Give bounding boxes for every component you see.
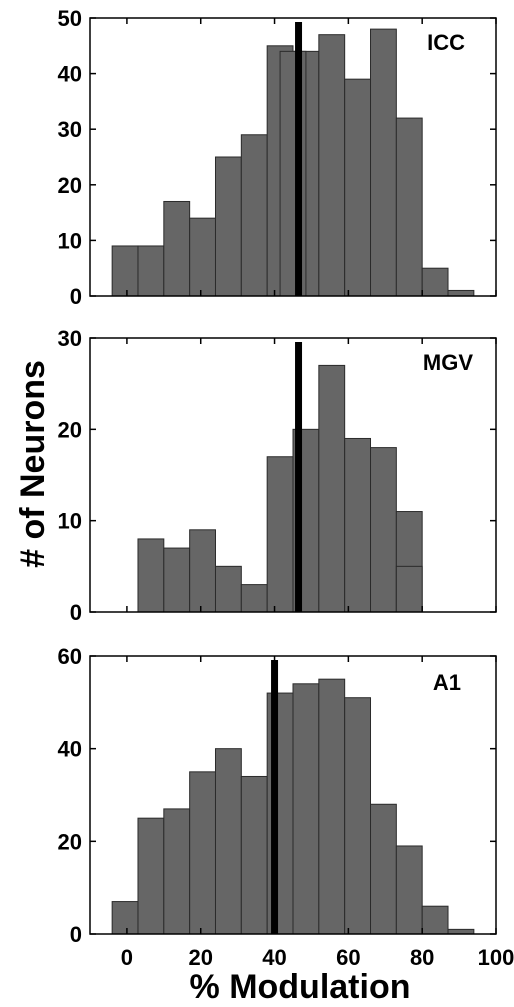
histogram-bar xyxy=(111,901,139,935)
histogram-bar xyxy=(421,905,449,935)
y-tick-label: 20 xyxy=(58,417,82,442)
x-tick-label: 40 xyxy=(262,945,286,970)
axes-frame xyxy=(89,337,497,613)
histogram-bar xyxy=(214,748,242,935)
histogram-bar xyxy=(189,771,216,935)
bars xyxy=(111,28,475,297)
histogram-bar xyxy=(137,538,165,613)
panel-a1: 0 20 40 60 0 20 40 60 80 100 A1 xyxy=(58,644,514,970)
histogram-bar xyxy=(214,565,242,613)
histogram-bar xyxy=(421,267,449,297)
histogram-bar xyxy=(370,803,397,935)
panel-mgv: 0 10 20 30 MGV xyxy=(58,326,497,625)
y-tick-label: 60 xyxy=(58,644,82,669)
histogram-bar xyxy=(395,565,423,613)
y-tick-label: 20 xyxy=(58,173,82,198)
x-tick-label: 0 xyxy=(121,945,133,970)
histogram-bar xyxy=(163,200,191,297)
x-tick-label: 100 xyxy=(478,945,514,970)
axes-frame xyxy=(89,17,497,297)
bars xyxy=(111,678,475,935)
histogram-bar xyxy=(279,50,307,297)
y-tick-label: 10 xyxy=(58,509,82,534)
y-tick-label: 40 xyxy=(58,737,82,762)
histogram-bar xyxy=(318,364,346,613)
x-tick-label: 60 xyxy=(336,945,360,970)
histogram-bar xyxy=(163,808,191,935)
y-tick-label: 50 xyxy=(58,6,82,31)
panel-label-mgv: MGV xyxy=(423,350,473,375)
histogram-bar xyxy=(344,437,372,613)
histogram-bar xyxy=(189,217,216,297)
y-axis-label: # of Neurons xyxy=(14,360,52,568)
x-tick-label: 80 xyxy=(410,945,434,970)
histogram-bar xyxy=(189,529,216,613)
y-tick-label: 20 xyxy=(58,829,82,854)
histogram-bar xyxy=(137,817,165,935)
histogram-bar xyxy=(266,692,294,935)
y-tick-label: 0 xyxy=(70,922,82,947)
histogram-bar xyxy=(318,34,346,297)
histogram-bar xyxy=(447,289,475,297)
y-tick-label: 30 xyxy=(58,117,82,142)
histogram-bar xyxy=(292,683,320,935)
histogram-bar xyxy=(344,697,372,935)
histogram-bar xyxy=(111,245,139,297)
histogram-bar xyxy=(214,156,242,297)
histogram-bar xyxy=(370,28,397,297)
y-tick-label: 10 xyxy=(58,228,82,253)
histogram-bar xyxy=(370,447,397,613)
x-axis-label: % Modulation xyxy=(190,968,411,1006)
histogram-bar xyxy=(240,584,268,613)
histogram-bar xyxy=(395,845,423,935)
panel-label-a1: A1 xyxy=(433,670,461,695)
y-tick-label: 30 xyxy=(58,326,82,351)
bars xyxy=(137,364,423,613)
axes-frame xyxy=(89,655,497,935)
y-tick-label: 0 xyxy=(70,600,82,625)
histogram-bar xyxy=(318,678,346,935)
histogram-bar xyxy=(266,456,294,613)
histogram-bar xyxy=(344,78,372,297)
histogram-bar xyxy=(137,245,165,297)
histogram-bar xyxy=(240,134,268,297)
histogram-bar xyxy=(240,775,268,935)
x-tick-label: 20 xyxy=(188,945,212,970)
histogram-bar xyxy=(395,117,423,297)
panel-icc: 0 10 20 30 40 50 ICC xyxy=(58,6,497,309)
panel-label-icc: ICC xyxy=(427,30,465,55)
histogram-bar xyxy=(163,547,191,613)
y-tick-label: 40 xyxy=(58,62,82,87)
y-tick-label: 0 xyxy=(70,284,82,309)
